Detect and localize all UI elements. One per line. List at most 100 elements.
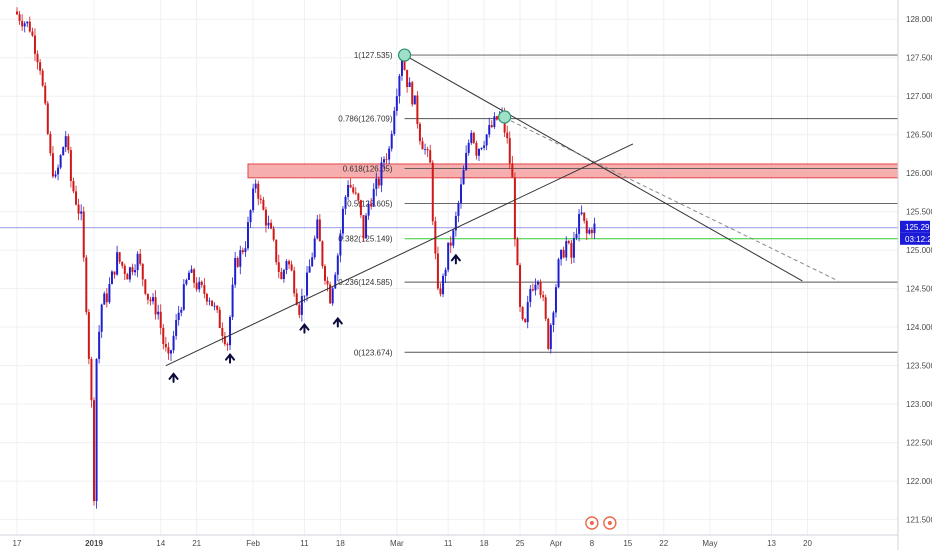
annotations: [168, 48, 617, 530]
candle-body: [565, 241, 568, 258]
candle-body: [162, 327, 165, 344]
candle-body: [270, 222, 273, 229]
x-tick-label: 18: [336, 539, 345, 548]
candle-body: [157, 311, 160, 315]
candle-body: [72, 180, 75, 192]
candle-body: [578, 214, 581, 234]
candle-body: [118, 252, 121, 262]
y-tick-label: 122.000: [906, 477, 932, 486]
candle-body: [211, 300, 214, 306]
candlesticks: [16, 7, 596, 509]
candle-body: [231, 284, 234, 318]
candle-body: [126, 273, 129, 280]
candle-body: [436, 253, 439, 289]
candle-body: [244, 248, 247, 253]
candle-body: [213, 305, 216, 307]
candle-body: [421, 141, 424, 150]
x-tick-label: 13: [767, 539, 776, 548]
event-icon-2-dot: [607, 521, 612, 525]
candle-body: [51, 153, 54, 177]
price-badges: 125.291 03:12:23: [900, 220, 932, 245]
candle-body: [85, 257, 88, 313]
y-tick-label: 123.500: [906, 362, 932, 371]
candle-body: [313, 238, 316, 258]
candle-body: [516, 239, 519, 266]
candle-body: [557, 259, 560, 288]
candle-body: [267, 222, 270, 226]
candle-body: [526, 302, 529, 323]
candle-body: [321, 241, 324, 267]
candle-body: [326, 280, 329, 285]
candle-body: [64, 136, 67, 148]
candle-body: [205, 293, 208, 302]
candle-body: [529, 289, 532, 303]
candle-body: [31, 31, 34, 36]
y-tick-label: 123.000: [906, 400, 932, 409]
trendlines: [0, 54, 898, 367]
candle-body: [370, 204, 373, 207]
candle-body: [480, 147, 483, 149]
candle-body: [462, 170, 465, 185]
candle-body: [290, 264, 293, 271]
candle-body: [90, 358, 93, 401]
fib-label-0_5: 0.5(125.605): [347, 200, 393, 209]
x-tick-label: Apr: [550, 539, 563, 548]
candle-body: [431, 162, 434, 222]
candle-body: [375, 178, 378, 190]
candle-body: [216, 305, 219, 310]
candle-body: [570, 243, 573, 258]
candle-body: [33, 35, 36, 54]
candle-body: [347, 185, 350, 197]
candle-body: [288, 261, 291, 265]
candle-body: [134, 270, 137, 273]
candle-body: [182, 284, 185, 310]
candle-body: [411, 82, 414, 105]
candle-body: [252, 188, 255, 211]
x-tick-label: 17: [13, 539, 22, 548]
candle-body: [185, 279, 188, 285]
candle-body: [154, 297, 157, 315]
candle-body: [400, 59, 403, 76]
candle-body: [539, 281, 542, 296]
candle-body: [223, 336, 226, 345]
candle-body: [62, 147, 65, 156]
candle-body: [169, 350, 172, 354]
candle-body: [280, 272, 283, 280]
candle-body: [21, 21, 24, 27]
y-tick-label: 127.000: [906, 92, 932, 101]
candle-body: [465, 152, 468, 171]
candle-body: [98, 331, 101, 359]
candle-body: [180, 309, 183, 313]
candle-body: [87, 312, 90, 359]
candle-body: [249, 210, 252, 223]
x-tick-label: 2019: [85, 539, 103, 548]
candle-body: [100, 304, 103, 332]
x-tick-label: Mar: [390, 539, 404, 548]
candle-body: [395, 96, 398, 111]
candle-body: [200, 281, 203, 286]
candle-body: [393, 110, 396, 134]
candle-body: [59, 155, 62, 168]
candle-body: [383, 159, 386, 163]
candle-body: [49, 133, 52, 154]
candle-body: [444, 269, 447, 276]
candle-body: [241, 250, 244, 253]
countdown-value: 03:12:23: [905, 235, 932, 244]
candle-body: [398, 75, 401, 97]
candle-body: [406, 69, 409, 88]
candle-body: [95, 358, 98, 502]
candle-body: [36, 53, 39, 63]
x-tick-label: Feb: [246, 539, 260, 548]
candle-body: [218, 309, 221, 328]
candle-body: [175, 320, 178, 336]
candle-body: [334, 274, 337, 289]
candle-body: [593, 223, 596, 234]
candle-body: [329, 284, 332, 304]
candle-body: [226, 344, 229, 346]
candle-body: [531, 289, 534, 291]
candle-body: [475, 142, 478, 156]
candle-body: [511, 163, 514, 178]
candle-body: [357, 193, 360, 201]
candle-body: [92, 400, 95, 502]
